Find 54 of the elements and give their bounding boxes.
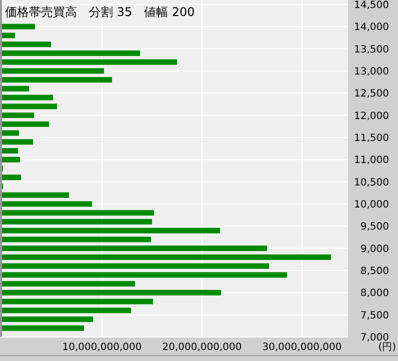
bar (2, 121, 49, 127)
bar (2, 68, 104, 74)
bar (2, 272, 287, 278)
bar (2, 104, 57, 110)
x-axis-title: (円) (378, 342, 396, 353)
y-tick-label: 7,000 (360, 332, 389, 344)
y-tick-label: 12,000 (354, 110, 389, 122)
bar (2, 210, 154, 216)
y-tick-label: 8,500 (360, 266, 389, 277)
bar (2, 246, 267, 252)
bar (2, 316, 93, 322)
y-tick-label: 10,000 (354, 199, 389, 210)
bar (2, 218, 152, 224)
bar (2, 192, 69, 198)
y-tick-label: 13,500 (354, 44, 389, 56)
y-tick-label: 12,500 (354, 88, 389, 100)
bar (2, 94, 53, 100)
bar (2, 174, 21, 180)
bar (2, 139, 33, 145)
bar (2, 112, 34, 118)
x-tick-label: 10,000,000,000 (62, 342, 142, 353)
bar (2, 308, 131, 314)
bar (2, 77, 112, 83)
bar (2, 156, 20, 162)
bar (2, 59, 177, 65)
x-tick-label: 30,000,000,000 (262, 342, 342, 353)
x-tick-label: 20,000,000,000 (162, 342, 242, 353)
y-tick-label: 11,000 (354, 155, 389, 166)
bar (2, 263, 269, 269)
bar (2, 325, 84, 331)
bar (2, 290, 221, 296)
text: 価格帯売買高 分割 35 値幅 200 (5, 5, 195, 19)
bar (2, 24, 35, 30)
y-tick-label: 9,500 (360, 222, 389, 233)
bar (2, 254, 331, 260)
bar (2, 86, 29, 92)
bar (2, 148, 18, 154)
y-tick-label: 14,000 (354, 22, 389, 34)
bar (2, 228, 220, 234)
y-tick-label: 14,500 (354, 0, 389, 11)
y-tick-label: 11,500 (354, 132, 389, 144)
bar (2, 32, 15, 38)
bar (2, 42, 51, 48)
y-tick-label: 7,500 (360, 310, 389, 322)
bar (2, 130, 19, 136)
bar (2, 50, 140, 56)
y-tick-label: 10,500 (354, 177, 389, 188)
bar (2, 236, 151, 242)
bar (2, 298, 153, 304)
bar (2, 281, 135, 287)
y-tick-label: 9,000 (360, 244, 389, 255)
bar (2, 201, 92, 207)
y-tick-label: 13,000 (354, 66, 389, 78)
y-tick-label: 8,000 (360, 288, 389, 300)
